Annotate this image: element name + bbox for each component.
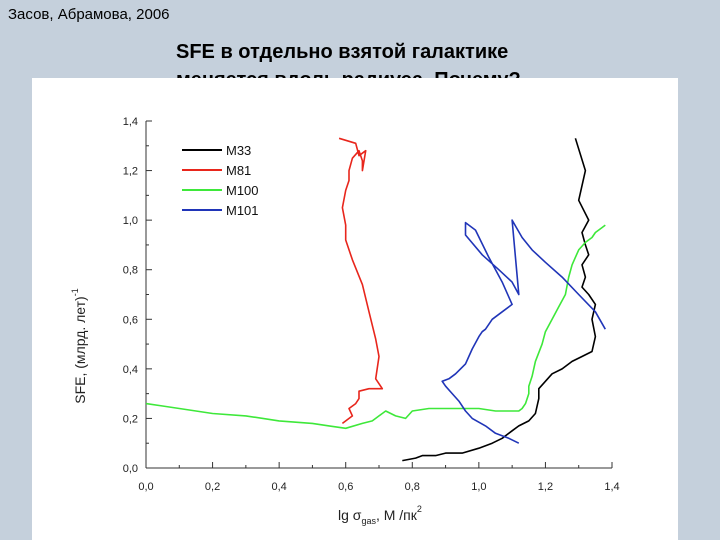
legend-label-m81: M81 [226, 163, 251, 178]
y-axis-title-sup: -1 [70, 288, 80, 296]
x-tick-label: 0,0 [138, 481, 153, 493]
y-tick-label: 1,0 [123, 215, 138, 227]
legend-label-m101: M101 [226, 203, 259, 218]
slide-title-line-1: SFE в отдельно взятой галактике [176, 41, 509, 63]
x-tick-label: 1,4 [604, 481, 619, 493]
series-line-m81 [338, 137, 384, 425]
legend-label-m33: M33 [226, 143, 251, 158]
y-tick-label: 0,0 [123, 463, 138, 475]
y-tick-label: 0,2 [123, 413, 138, 425]
sfe-chart: 0,0 0,2 0,4 0,6 0,8 1,0 1,2 1,4 0,0 0,2 0,4 0,6 0,8 1… [70, 116, 620, 526]
x-axis-title-unit: , M /пк [376, 507, 418, 523]
y-axis-title: SFE, (млрд. лет)-1 [70, 288, 88, 403]
x-axis-title-main: lg σ [338, 507, 362, 523]
x-tick-label: 0,2 [205, 481, 220, 493]
chart-panel: 0,0 0,2 0,4 0,6 0,8 1,0 1,2 1,4 0,0 0,2 0,4 0,6 0,8 1… [32, 78, 678, 540]
y-axis-title-main: SFE, (млрд. лет) [72, 296, 88, 403]
y-tick-label: 0,4 [123, 364, 138, 376]
x-tick-label: 0,8 [405, 481, 420, 493]
y-tick-label: 1,4 [123, 116, 138, 128]
x-axis-title-sub: gas [361, 516, 376, 526]
series-group [145, 137, 606, 462]
series-line-m33 [402, 138, 597, 462]
series-line-m100 [145, 224, 606, 430]
x-tick-label: 0,4 [271, 481, 286, 493]
axes: 0,0 0,2 0,4 0,6 0,8 1,0 1,2 1,4 0,0 0,2 0,4 0,6 0,8 1… [123, 116, 620, 493]
series-line-m101 [441, 219, 606, 444]
x-axis-title: lg σgas, M /пк2 [338, 504, 422, 526]
x-tick-label: 0,6 [338, 481, 353, 493]
y-tick-label: 0,6 [123, 314, 138, 326]
y-tick-label: 0,8 [123, 265, 138, 277]
legend: M33 M81 M100 M101 [182, 143, 259, 218]
x-axis-title-sup: 2 [417, 504, 422, 514]
x-tick-label: 1,2 [538, 481, 553, 493]
legend-label-m100: M100 [226, 183, 259, 198]
citation: Засов, Абрамова, 2006 [8, 6, 170, 23]
x-tick-label: 1,0 [471, 481, 486, 493]
y-tick-label: 1,2 [123, 166, 138, 178]
